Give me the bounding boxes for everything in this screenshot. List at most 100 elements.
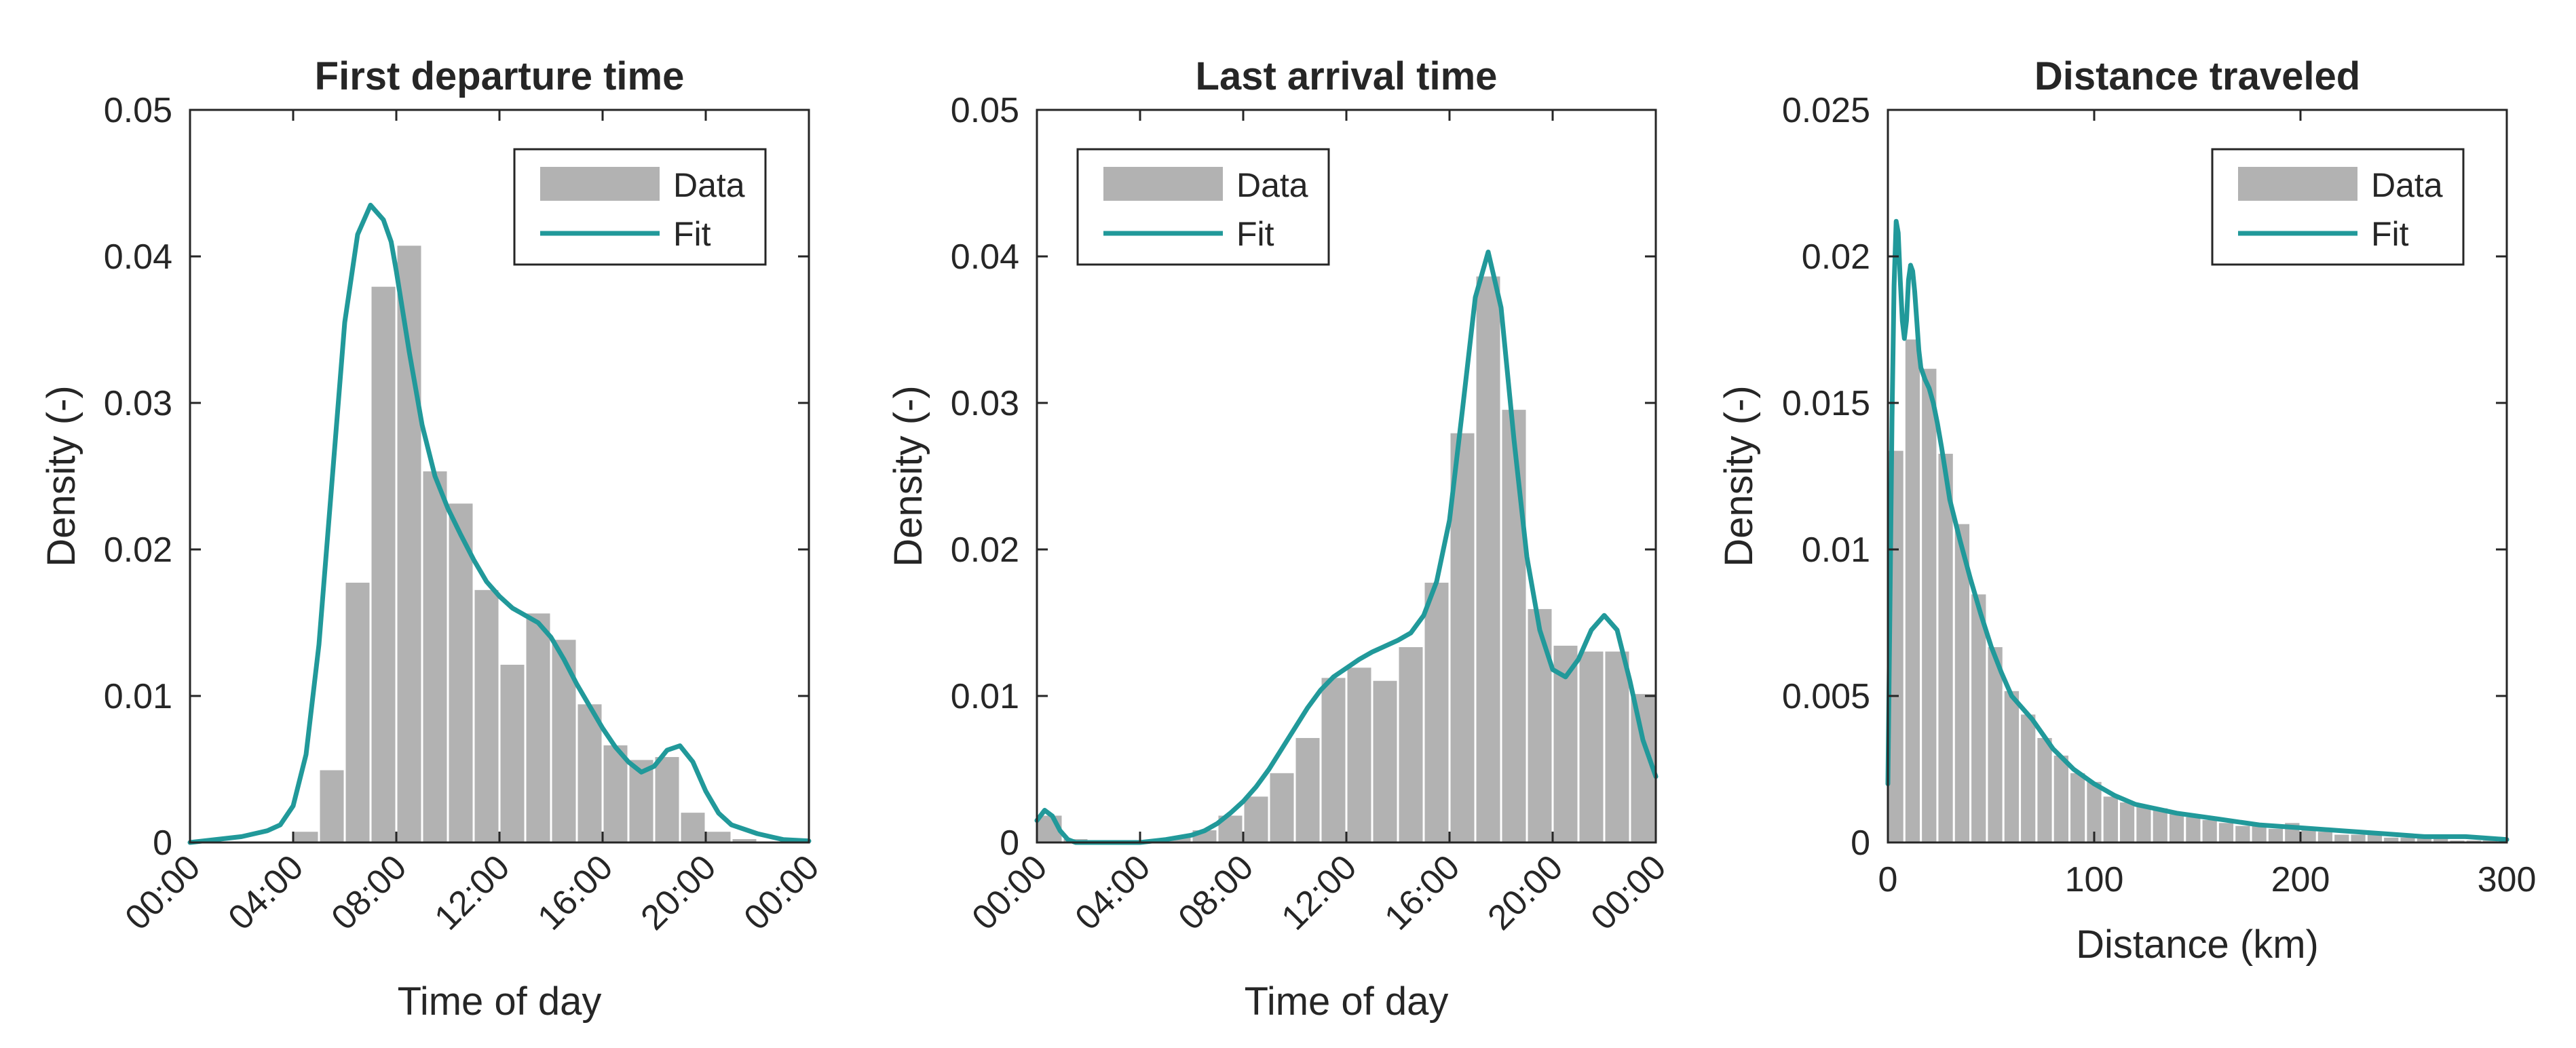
histogram-bar — [524, 611, 552, 844]
x-tick-label: 100 — [2065, 860, 2124, 899]
y-axis: 0 0.01 0.02 0.03 0.04 0.05 — [951, 91, 1656, 863]
panel-distance-traveled: 0 0.005 0.01 0.015 0.02 0.025 0 100 200 300 Distan… — [1717, 54, 2536, 967]
x-tick-label: 04:00 — [221, 847, 311, 937]
histogram-bar — [1293, 735, 1322, 844]
x-tick-label: 16:00 — [1377, 847, 1467, 937]
histogram-bar — [2200, 817, 2219, 844]
x-tick-label: 16:00 — [530, 847, 620, 937]
histogram-bar — [421, 469, 449, 844]
fit-curve — [1885, 218, 2509, 842]
legend-data-swatch — [2238, 167, 2357, 201]
histogram-bar — [1422, 581, 1451, 844]
y-tick-label: 0 — [153, 823, 172, 863]
histogram-bar — [1397, 645, 1425, 844]
y-tick-label: 0 — [1000, 823, 1019, 863]
histogram-bar — [2019, 712, 2038, 844]
y-tick-label: 0.01 — [104, 677, 172, 716]
histogram-bar — [2216, 821, 2236, 844]
legend-label-data: Data — [673, 166, 745, 204]
legend-label-data: Data — [1236, 166, 1308, 204]
histogram-bars — [1887, 337, 2508, 844]
x-tick-label: 20:00 — [633, 847, 723, 937]
x-tick-label: 0 — [1878, 860, 1898, 899]
axes-box — [1887, 109, 2508, 844]
legend-data-swatch — [1103, 167, 1223, 201]
x-tick-label: 200 — [2271, 860, 2330, 899]
histogram-bar — [2184, 815, 2203, 844]
histogram-bar — [343, 581, 372, 844]
histogram-bar — [369, 284, 398, 844]
y-tick-label: 0.04 — [951, 237, 1019, 277]
x-axis: 0 100 200 300 — [1878, 110, 2537, 899]
chart-title: Distance traveled — [2034, 54, 2360, 98]
histogram-bar — [318, 768, 346, 844]
y-tick-label: 0 — [1851, 823, 1870, 863]
x-tick-label: 08:00 — [1171, 847, 1261, 937]
histogram-bars — [292, 244, 759, 844]
x-tick-label: 12:00 — [427, 847, 517, 937]
y-tick-label: 0.02 — [1802, 237, 1870, 277]
y-axis-label: Density (-) — [1717, 385, 1761, 566]
histogram-bar — [550, 638, 578, 844]
histogram-bar — [2035, 735, 2054, 844]
x-tick-label: 300 — [2478, 860, 2537, 899]
y-tick-label: 0.005 — [1782, 677, 1870, 716]
histogram-bar — [1526, 606, 1554, 844]
histogram-bar — [2101, 794, 2120, 844]
histogram-bar — [447, 501, 475, 844]
histogram-bar — [498, 662, 527, 844]
y-tick-label: 0.015 — [1782, 384, 1870, 423]
y-tick-label: 0.01 — [951, 677, 1019, 716]
x-tick-label: 08:00 — [324, 847, 414, 937]
histogram-bar — [2315, 830, 2335, 844]
histogram-bar — [1603, 649, 1631, 844]
y-tick-label: 0.02 — [104, 530, 172, 570]
histogram-bar — [653, 755, 681, 844]
y-tick-label: 0.025 — [1782, 91, 1870, 130]
histogram-bar — [2332, 832, 2351, 844]
histogram-bar — [1920, 366, 1939, 844]
histogram-bar — [1345, 665, 1374, 844]
histogram-bar — [2233, 823, 2252, 844]
histogram-bar — [1903, 337, 1922, 844]
legend: Data Fit — [513, 148, 767, 266]
x-axis-label: Time of day — [1245, 979, 1449, 1024]
y-axis-label: Density (-) — [886, 385, 930, 566]
histogram-bar — [395, 244, 423, 844]
histogram-bar — [2117, 800, 2137, 844]
histogram-bar — [2167, 812, 2186, 844]
x-tick-label: 12:00 — [1274, 847, 1364, 937]
x-axis-label: Distance (km) — [2076, 923, 2319, 967]
histogram-bar — [679, 811, 707, 844]
histogram-bar — [1969, 592, 1988, 844]
histogram-bar — [2266, 826, 2286, 844]
chart-title: Last arrival time — [1196, 54, 1498, 98]
fit-curve — [187, 202, 812, 845]
histogram-bar — [1371, 678, 1399, 844]
panel-first-departure-time: 0 0.01 0.02 0.03 0.04 0.05 00:00 04:00 08:00 12:0… — [39, 54, 827, 1024]
y-tick-label: 0.04 — [104, 237, 172, 277]
legend-data-swatch — [540, 167, 660, 201]
chart-title: First departure time — [315, 54, 685, 98]
histogram-bar — [2068, 771, 2087, 844]
legend: Data Fit — [2211, 148, 2465, 266]
histogram-bar — [2002, 688, 2022, 844]
legend: Data Fit — [1076, 148, 1330, 266]
histogram-bar — [1242, 794, 1270, 844]
y-axis: 0 0.005 0.01 0.015 0.02 0.025 — [1782, 91, 2507, 863]
histogram-bar — [2349, 832, 2368, 844]
histogram-bar — [1474, 274, 1502, 844]
histogram-bar — [1936, 451, 1955, 844]
y-tick-label: 0.05 — [104, 91, 172, 130]
histogram-bar — [2051, 753, 2071, 844]
histogram-bar — [472, 587, 501, 844]
x-tick-label: 04:00 — [1067, 847, 1158, 937]
y-tick-label: 0.03 — [951, 384, 1019, 423]
y-tick-label: 0.02 — [951, 530, 1019, 570]
y-axis: 0 0.01 0.02 0.03 0.04 0.05 — [104, 91, 809, 863]
histogram-bar — [2134, 803, 2153, 844]
histogram-bar — [1577, 649, 1606, 844]
histogram-bar — [292, 830, 320, 844]
